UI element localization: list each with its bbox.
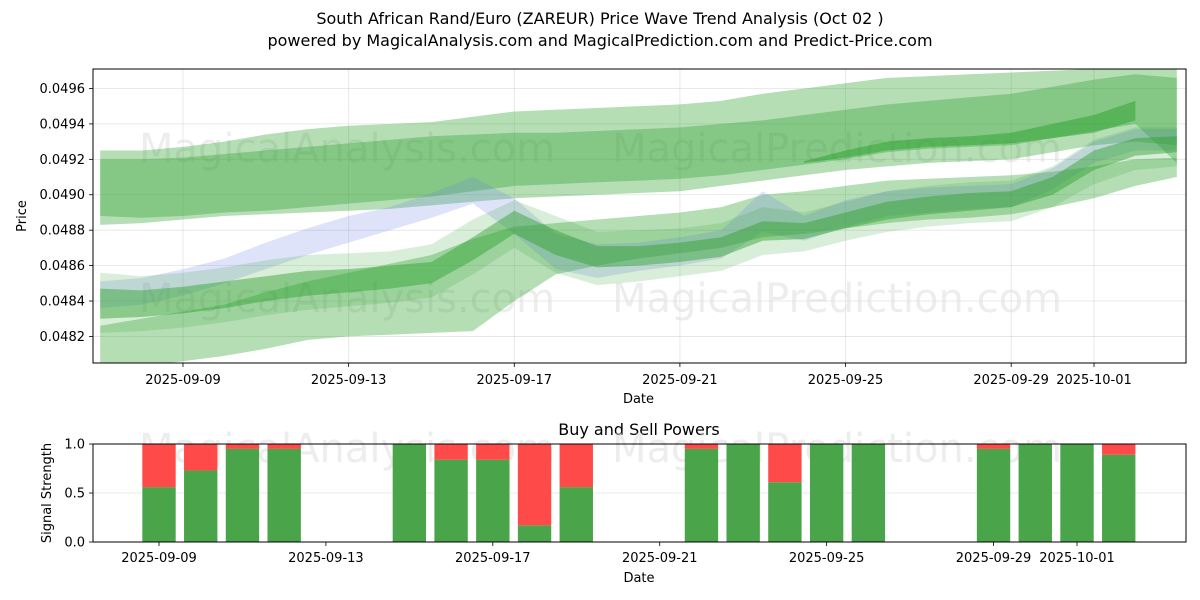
watermark-text: MagicalPrediction.com — [612, 126, 1062, 172]
x-tick-label: 2025-09-21 — [622, 551, 698, 566]
sell-bar — [267, 444, 301, 449]
sell-bar — [517, 444, 552, 526]
y-tick-label: 0.5 — [64, 487, 85, 502]
sell-bar — [225, 444, 260, 449]
watermark-text: MagicalAnalysis.com — [139, 276, 555, 322]
y-tick-label: 0.0484 — [40, 295, 86, 310]
watermark-text: MagicalPrediction.com — [612, 276, 1062, 322]
buy-bar — [726, 444, 760, 542]
y-tick-label: 0.0488 — [40, 224, 86, 239]
sell-bar — [559, 444, 593, 488]
bottom-plot-frame — [92, 443, 1187, 543]
x-tick-label: 2025-09-29 — [973, 373, 1049, 388]
x-axis-label: Date — [623, 571, 654, 586]
y-tick-label: 0.0482 — [40, 330, 86, 345]
buy-bar — [184, 470, 218, 542]
x-tick-label: 2025-10-01 — [1039, 551, 1115, 566]
top-plot-frame — [92, 68, 1187, 364]
y-tick-label: 0.0486 — [40, 259, 86, 274]
x-tick-label: 2025-09-29 — [956, 551, 1032, 566]
buy-bar — [225, 448, 260, 542]
band-upper-channel-outer — [100, 69, 1177, 218]
buy-bar — [1060, 444, 1094, 542]
y-tick-label: 0.0492 — [40, 153, 86, 168]
x-tick-label: 2025-09-17 — [476, 373, 552, 388]
chart-title: South African Rand/Euro (ZAREUR) Price W… — [316, 9, 884, 28]
chart-subtitle: powered by MagicalAnalysis.com and Magic… — [267, 31, 933, 50]
y-axis-label: Signal Strength — [40, 443, 55, 543]
x-axis-label: Date — [623, 392, 654, 407]
band-upper-channel-inner — [100, 74, 1177, 225]
buy-bar — [684, 448, 719, 542]
x-tick-label: 2025-09-13 — [311, 373, 387, 388]
sell-bar — [476, 444, 510, 460]
buy-bar — [768, 482, 802, 542]
x-tick-label: 2025-09-09 — [145, 373, 221, 388]
y-tick-label: 0.0496 — [40, 82, 86, 97]
sell-bar — [768, 444, 802, 483]
x-tick-label: 2025-09-25 — [789, 551, 865, 566]
buy-bar — [392, 444, 427, 542]
subchart-title: Buy and Sell Powers — [558, 420, 720, 439]
buy-bar — [559, 487, 593, 542]
buy-bar — [976, 448, 1011, 542]
band-trend-sliver — [804, 100, 1136, 163]
x-tick-label: 2025-09-09 — [121, 551, 197, 566]
x-tick-label: 2025-09-21 — [642, 373, 718, 388]
buy-bar — [1018, 444, 1052, 542]
sell-bar — [1102, 444, 1136, 455]
buy-bar — [517, 525, 552, 542]
buy-bar — [476, 459, 510, 542]
band-price-wave-main — [100, 136, 1177, 319]
buy-bar — [1102, 454, 1136, 542]
sell-bar — [976, 444, 1011, 449]
buy-bar — [142, 487, 176, 542]
sell-bar — [184, 444, 218, 471]
band-lower-channel-outer — [100, 157, 1177, 363]
x-tick-label: 2025-09-17 — [455, 551, 531, 566]
sell-bar — [142, 444, 176, 488]
x-tick-label: 2025-09-13 — [288, 551, 364, 566]
watermark-text: MagicalAnalysis.com — [139, 126, 555, 172]
sell-bar — [434, 444, 468, 460]
y-tick-label: 1.0 — [64, 438, 85, 453]
buy-bar — [434, 459, 468, 542]
buy-bar — [267, 448, 301, 542]
buy-bar — [851, 444, 886, 542]
sell-bar — [684, 444, 719, 449]
band-price-wave-halo — [100, 127, 1177, 333]
x-tick-label: 2025-09-25 — [808, 373, 884, 388]
y-tick-label: 0.0490 — [40, 188, 86, 203]
y-tick-label: 0.0494 — [40, 117, 86, 132]
x-tick-label: 2025-10-01 — [1056, 373, 1132, 388]
y-axis-label: Price — [15, 200, 30, 232]
buy-bar — [809, 444, 844, 542]
y-tick-label: 0.0 — [64, 536, 85, 551]
